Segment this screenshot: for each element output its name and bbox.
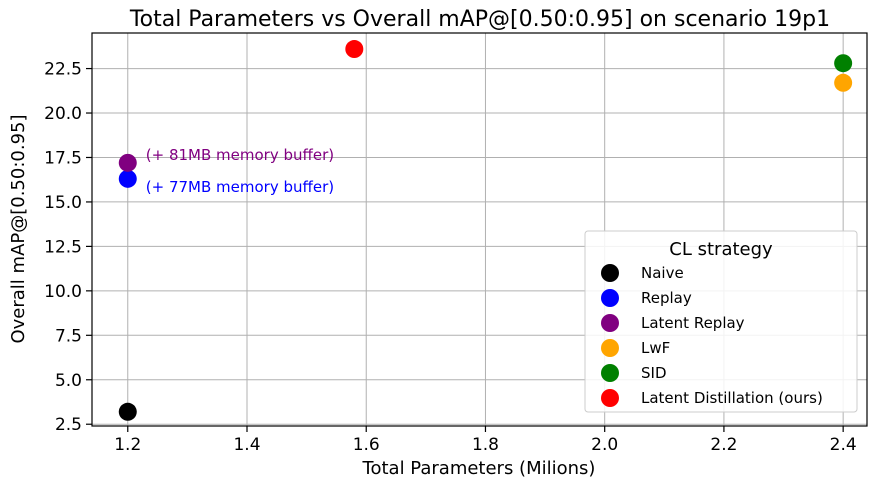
legend-entry-label: Replay xyxy=(641,289,692,307)
legend-entry-label: SID xyxy=(641,364,667,382)
data-point-replay xyxy=(118,169,137,188)
data-point-sid xyxy=(834,54,853,73)
y-tick-label: 2.5 xyxy=(55,415,82,435)
y-tick-label: 12.5 xyxy=(44,237,82,257)
data-point-naive xyxy=(118,402,137,421)
y-tick-label: 17.5 xyxy=(44,148,82,168)
legend-box xyxy=(584,230,858,413)
legend-entry-label: Latent Distillation (ours) xyxy=(641,389,823,407)
legend-entry-label: Naive xyxy=(641,264,684,282)
legend-marker xyxy=(601,389,619,407)
y-tick-label: 22.5 xyxy=(44,60,82,80)
data-point-lwf xyxy=(834,73,853,92)
legend-entry-label: LwF xyxy=(641,339,670,357)
legend-title: CL strategy xyxy=(669,239,773,260)
y-tick-label: 7.5 xyxy=(55,326,82,346)
legend: CL strategy Naive Replay Latent Replay LwF S… xyxy=(584,230,858,413)
legend-marker xyxy=(601,264,619,282)
data-point-latent-distillation-ours xyxy=(345,40,364,59)
axis-ticks: 1.2 1.4 1.6 1.8 2.0 2.2 2.4 2.5 5.0 7.5 10.0 12.5 15… xyxy=(44,60,857,455)
y-tick-label: 15.0 xyxy=(44,193,82,213)
legend-items: Naive Replay Latent Replay LwF SID Latent Dis… xyxy=(601,264,823,407)
legend-entry-label: Latent Replay xyxy=(641,314,745,332)
x-tick-label: 1.6 xyxy=(353,435,380,455)
marks xyxy=(118,40,853,421)
annotations: (+ 81MB memory buffer) (+ 77MB memory buf… xyxy=(146,146,334,196)
data-point-latent-replay xyxy=(118,153,137,172)
x-tick-label: 1.8 xyxy=(472,435,499,455)
annotation-label: (+ 77MB memory buffer) xyxy=(146,178,334,196)
legend-marker xyxy=(601,289,619,307)
y-tick-label: 10.0 xyxy=(44,282,82,302)
y-tick-label: 20.0 xyxy=(44,104,82,124)
x-tick-label: 1.4 xyxy=(233,435,260,455)
legend-marker xyxy=(601,314,619,332)
x-tick-label: 1.2 xyxy=(114,435,141,455)
plot-area-border xyxy=(91,32,868,427)
x-tick-label: 2.4 xyxy=(830,435,857,455)
annotation-label: (+ 81MB memory buffer) xyxy=(146,146,334,164)
legend-marker xyxy=(601,339,619,357)
x-axis-label: Total Parameters (Milions) xyxy=(362,458,596,479)
chart-title: Total Parameters vs Overall mAP@[0.50:0.… xyxy=(129,7,830,32)
x-tick-label: 2.2 xyxy=(710,435,737,455)
y-tick-label: 5.0 xyxy=(55,371,82,391)
legend-marker xyxy=(601,364,619,382)
x-tick-label: 2.0 xyxy=(591,435,618,455)
y-axis-label: Overall mAP@[0.50:0.95] xyxy=(8,114,29,343)
